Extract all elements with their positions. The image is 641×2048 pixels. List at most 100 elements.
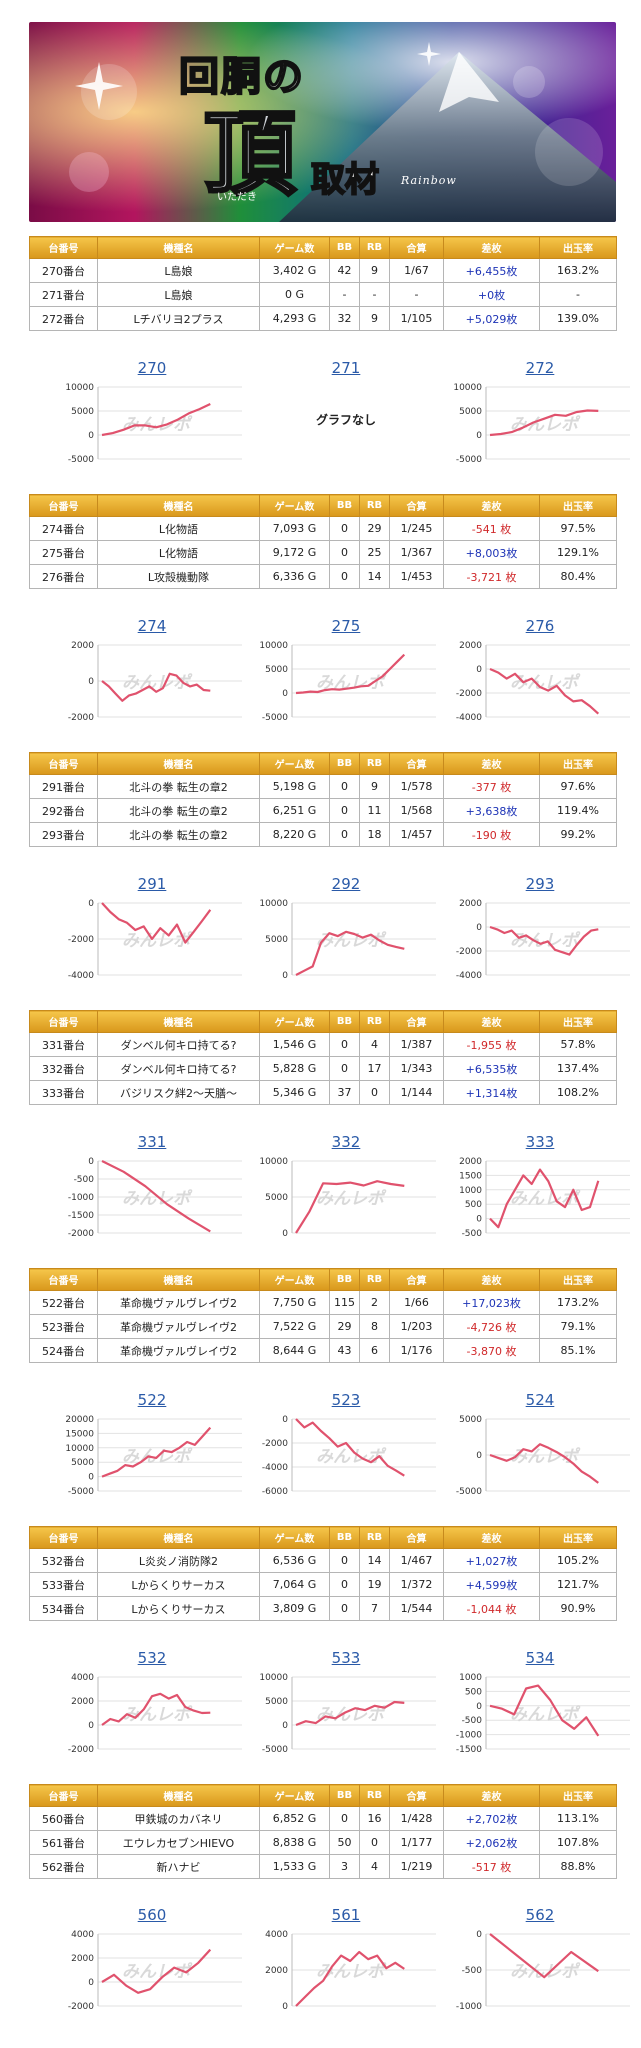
chart-title-link[interactable]: 292 bbox=[331, 875, 361, 893]
slump-line bbox=[101, 672, 211, 702]
cell-machine: L攻殻機動隊 bbox=[97, 564, 260, 589]
chart-title-link[interactable]: 534 bbox=[525, 1649, 555, 1667]
y-tick-label: 0 bbox=[476, 1215, 482, 1225]
cell-machine: L化物語 bbox=[97, 540, 260, 565]
slump-line bbox=[101, 1948, 212, 1994]
chart-title-link[interactable]: 291 bbox=[137, 875, 167, 893]
chart-title-link[interactable]: 331 bbox=[137, 1133, 167, 1151]
watermark-logo: みんレポ bbox=[122, 673, 193, 693]
chart-title-link[interactable]: 272 bbox=[525, 359, 555, 377]
column-header: 出玉率 bbox=[539, 494, 617, 517]
chart-title-link[interactable]: 532 bbox=[137, 1649, 167, 1667]
slump-line bbox=[295, 930, 405, 976]
chart-title-link[interactable]: 533 bbox=[331, 1649, 361, 1667]
y-tick-label: 2000 bbox=[459, 899, 482, 909]
cell-machine: 北斗の拳 転生の章2 bbox=[97, 822, 260, 847]
chart-title-link[interactable]: 562 bbox=[525, 1906, 555, 1924]
cell-unit: 560番台 bbox=[29, 1806, 98, 1831]
cell-machine: Lからくりサーカス bbox=[97, 1572, 260, 1597]
column-header: 機種名 bbox=[97, 494, 260, 517]
slump-line bbox=[295, 653, 406, 695]
slump-line bbox=[295, 1950, 405, 2007]
y-tick-label: 10000 bbox=[65, 1444, 94, 1454]
chart-title-link[interactable]: 270 bbox=[137, 359, 167, 377]
column-header: RB bbox=[359, 752, 390, 775]
y-tick-label: 10000 bbox=[259, 1673, 288, 1683]
y-tick-label: -2000 bbox=[456, 689, 482, 699]
y-tick-label: 10000 bbox=[453, 383, 482, 393]
y-tick-label: -2000 bbox=[68, 1745, 94, 1755]
column-header: 台番号 bbox=[29, 1010, 98, 1033]
cell-diff: +8,003枚 bbox=[443, 540, 540, 565]
cell-diff: -1,955 枚 bbox=[443, 1032, 540, 1057]
cell-unit: 522番台 bbox=[29, 1290, 98, 1315]
result-table: 台番号 機種名 ゲーム数 BB RB 合算 差枚 出玉率 291番台 北斗の拳 転生の章2 5,19… bbox=[29, 752, 617, 847]
cell-games: 1,546 G bbox=[259, 1032, 330, 1057]
cell-total: 1/177 bbox=[389, 1830, 444, 1855]
cell-unit: 533番台 bbox=[29, 1572, 98, 1597]
slump-line bbox=[101, 1160, 211, 1233]
watermark-logo: みんレポ bbox=[510, 1962, 581, 1982]
chart-title-link[interactable]: 524 bbox=[525, 1391, 555, 1409]
cell-total: 1/578 bbox=[389, 774, 444, 799]
y-tick-label: -4000 bbox=[68, 971, 94, 981]
chart-title-link[interactable]: 561 bbox=[331, 1906, 361, 1924]
cell-machine: 甲鉄城のカバネリ bbox=[97, 1806, 260, 1831]
table-header-row: 台番号 機種名 ゲーム数 BB RB 合算 差枚 出玉率 bbox=[29, 236, 617, 259]
y-tick-label: 5000 bbox=[71, 1458, 94, 1468]
chart-title-link[interactable]: 523 bbox=[331, 1391, 361, 1409]
y-tick-label: 5000 bbox=[265, 1697, 288, 1707]
column-header: 合算 bbox=[389, 236, 444, 259]
column-header: BB bbox=[329, 1784, 360, 1807]
cell-bb: 50 bbox=[329, 1830, 360, 1855]
slump-line bbox=[101, 1692, 211, 1726]
result-table-section: 台番号 機種名 ゲーム数 BB RB 合算 差枚 出玉率 560番台 甲鉄城のカバネリ 6,852 … bbox=[29, 1784, 617, 1879]
cell-machine: ダンベル何キロ持てる? bbox=[97, 1056, 260, 1081]
chart-plot: 0 -500 -1000 みんレポ bbox=[456, 1930, 630, 2012]
y-tick-label: 10000 bbox=[259, 641, 288, 651]
cell-unit: 275番台 bbox=[29, 540, 98, 565]
slump-line bbox=[101, 902, 212, 944]
column-header: ゲーム数 bbox=[259, 1268, 330, 1291]
cell-machine: 革命機ヴァルヴレイヴ2 bbox=[97, 1338, 260, 1363]
cell-diff: -4,726 枚 bbox=[443, 1314, 540, 1339]
chart-title-link[interactable]: 274 bbox=[137, 617, 167, 635]
slump-line bbox=[489, 667, 600, 715]
y-tick-label: 2000 bbox=[71, 1954, 94, 1964]
slump-chart: 270 10000 5000 0 -5000 みんレポ bbox=[54, 359, 250, 469]
chart-plot: 5000 0 -5000 みんレポ bbox=[456, 1415, 630, 1497]
chart-plot: 2000 1500 1000 500 0 -500 みんレポ bbox=[459, 1157, 630, 1239]
y-tick-label: 1000 bbox=[459, 1186, 482, 1196]
chart-title-link[interactable]: 293 bbox=[525, 875, 555, 893]
chart-title-link[interactable]: 560 bbox=[137, 1906, 167, 1924]
chart-title-link[interactable]: 276 bbox=[525, 617, 555, 635]
cell-unit: 534番台 bbox=[29, 1596, 98, 1621]
slump-chart: 523 0 -2000 -4000 -6000 みんレポ bbox=[248, 1391, 444, 1501]
chart-title-link[interactable]: 522 bbox=[137, 1391, 167, 1409]
cell-diff: +17,023枚 bbox=[443, 1290, 540, 1315]
slump-chart: 562 0 -500 -1000 みんレポ bbox=[442, 1906, 638, 2016]
banner-art bbox=[29, 22, 616, 222]
chart-title-link[interactable]: 333 bbox=[525, 1133, 555, 1151]
y-tick-label: -1500 bbox=[68, 1211, 94, 1221]
y-tick-label: 0 bbox=[282, 1229, 288, 1239]
column-header: 合算 bbox=[389, 1010, 444, 1033]
cell-games: 7,093 G bbox=[259, 516, 330, 541]
cell-machine: Lチバリヨ2プラス bbox=[97, 306, 260, 331]
banner-title-main: 回胴の bbox=[178, 52, 305, 101]
chart-title-link[interactable]: 271 bbox=[331, 359, 361, 377]
table-row: 533番台 Lからくりサーカス 7,064 G 0 19 1/372 +4,599枚 121.… bbox=[29, 1572, 617, 1597]
cell-games: 6,536 G bbox=[259, 1548, 330, 1573]
chart-title-link[interactable]: 275 bbox=[331, 617, 361, 635]
chart-title-link[interactable]: 332 bbox=[331, 1133, 361, 1151]
column-header: ゲーム数 bbox=[259, 1010, 330, 1033]
result-table: 台番号 機種名 ゲーム数 BB RB 合算 差枚 出玉率 560番台 甲鉄城のカバネリ 6,852 … bbox=[29, 1784, 617, 1879]
cell-rate: 80.4% bbox=[539, 564, 617, 589]
slump-line bbox=[295, 1700, 405, 1727]
cell-diff: -517 枚 bbox=[443, 1854, 540, 1879]
cell-rate: 108.2% bbox=[539, 1080, 617, 1105]
cell-rb: 9 bbox=[359, 774, 390, 799]
cell-games: 6,336 G bbox=[259, 564, 330, 589]
cell-bb: 0 bbox=[329, 564, 360, 589]
